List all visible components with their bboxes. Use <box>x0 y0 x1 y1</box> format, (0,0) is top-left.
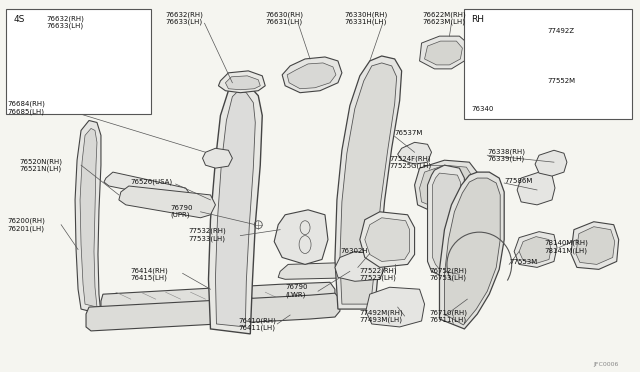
Text: 76526(USA): 76526(USA) <box>131 178 173 185</box>
Polygon shape <box>517 172 555 205</box>
Text: 76790
(LWR): 76790 (LWR) <box>285 284 308 298</box>
Text: 76790
(UPR): 76790 (UPR) <box>171 205 193 218</box>
Polygon shape <box>483 96 509 116</box>
Polygon shape <box>274 210 328 264</box>
Polygon shape <box>26 59 81 99</box>
Polygon shape <box>428 165 465 277</box>
Text: 76338(RH)
76339(LH): 76338(RH) 76339(LH) <box>487 148 525 162</box>
Polygon shape <box>287 63 336 89</box>
Polygon shape <box>509 23 534 56</box>
Text: 76330H(RH)
76331H(LH): 76330H(RH) 76331H(LH) <box>345 11 388 25</box>
Text: 76630(RH)
76631(LH): 76630(RH) 76631(LH) <box>265 11 303 25</box>
Polygon shape <box>514 232 557 267</box>
Polygon shape <box>225 76 260 90</box>
Polygon shape <box>360 212 415 267</box>
Text: 76622M(RH)
76623M(LH): 76622M(RH) 76623M(LH) <box>422 11 467 25</box>
Polygon shape <box>576 227 614 264</box>
Text: 77586M: 77586M <box>504 178 532 184</box>
Text: 76410(RH)
76411(LH): 76410(RH) 76411(LH) <box>238 317 276 331</box>
Polygon shape <box>19 51 91 108</box>
Polygon shape <box>335 251 385 281</box>
Text: 77524F(RH)
77525G(LH): 77524F(RH) 77525G(LH) <box>390 155 432 169</box>
Polygon shape <box>80 128 97 307</box>
Polygon shape <box>282 57 342 93</box>
Polygon shape <box>216 91 255 327</box>
Polygon shape <box>366 287 424 327</box>
Polygon shape <box>519 237 551 263</box>
Polygon shape <box>365 218 410 262</box>
Polygon shape <box>415 160 479 215</box>
Text: JFC0006: JFC0006 <box>594 362 619 367</box>
Polygon shape <box>218 71 265 93</box>
Polygon shape <box>424 41 462 65</box>
Polygon shape <box>49 45 75 53</box>
Polygon shape <box>209 83 262 334</box>
Text: 78140M(RH)
78141M(LH): 78140M(RH) 78141M(LH) <box>544 240 588 254</box>
Polygon shape <box>75 121 101 314</box>
Text: 76302H: 76302H <box>340 247 367 254</box>
Polygon shape <box>433 173 460 269</box>
Polygon shape <box>86 293 340 331</box>
Polygon shape <box>420 36 467 69</box>
Polygon shape <box>119 186 216 218</box>
Text: 77522(RH)
77523(LH): 77522(RH) 77523(LH) <box>360 267 397 281</box>
Text: 76684(RH)
76685(LH): 76684(RH) 76685(LH) <box>8 101 45 115</box>
Text: RH: RH <box>471 15 484 24</box>
Polygon shape <box>444 178 500 325</box>
Polygon shape <box>420 165 474 210</box>
Polygon shape <box>440 172 504 329</box>
Polygon shape <box>535 150 567 176</box>
Text: 76710(RH)
76711(LH): 76710(RH) 76711(LH) <box>429 309 468 323</box>
FancyBboxPatch shape <box>465 9 632 119</box>
Text: 77492M(RH)
77493M(LH): 77492M(RH) 77493M(LH) <box>360 309 404 323</box>
Text: 77532(RH)
77533(LH): 77532(RH) 77533(LH) <box>189 228 227 242</box>
Text: 77553M: 77553M <box>509 259 538 266</box>
Text: 76340: 76340 <box>471 106 493 112</box>
Text: 76200(RH)
76201(LH): 76200(RH) 76201(LH) <box>8 218 45 232</box>
Polygon shape <box>335 56 402 309</box>
Text: 76752(RH)
76753(LH): 76752(RH) 76753(LH) <box>429 267 467 281</box>
Text: 76537M: 76537M <box>395 131 423 137</box>
FancyBboxPatch shape <box>6 9 151 113</box>
Polygon shape <box>101 282 335 317</box>
Text: 4S: 4S <box>13 15 25 24</box>
Polygon shape <box>202 148 232 168</box>
Polygon shape <box>340 63 397 304</box>
Polygon shape <box>397 142 431 164</box>
Polygon shape <box>104 172 191 202</box>
Text: 77552M: 77552M <box>547 78 575 84</box>
Text: 76632(RH)
76633(LH): 76632(RH) 76633(LH) <box>166 11 204 25</box>
Polygon shape <box>499 66 537 94</box>
Text: 77492Z: 77492Z <box>547 28 574 34</box>
Polygon shape <box>493 61 544 101</box>
Text: 76520N(RH)
76521N(LH): 76520N(RH) 76521N(LH) <box>19 158 62 172</box>
Text: 76632(RH)
76633(LH): 76632(RH) 76633(LH) <box>46 15 84 29</box>
Polygon shape <box>571 222 619 269</box>
Polygon shape <box>278 262 385 279</box>
Text: 76414(RH)
76415(LH): 76414(RH) 76415(LH) <box>131 267 168 281</box>
